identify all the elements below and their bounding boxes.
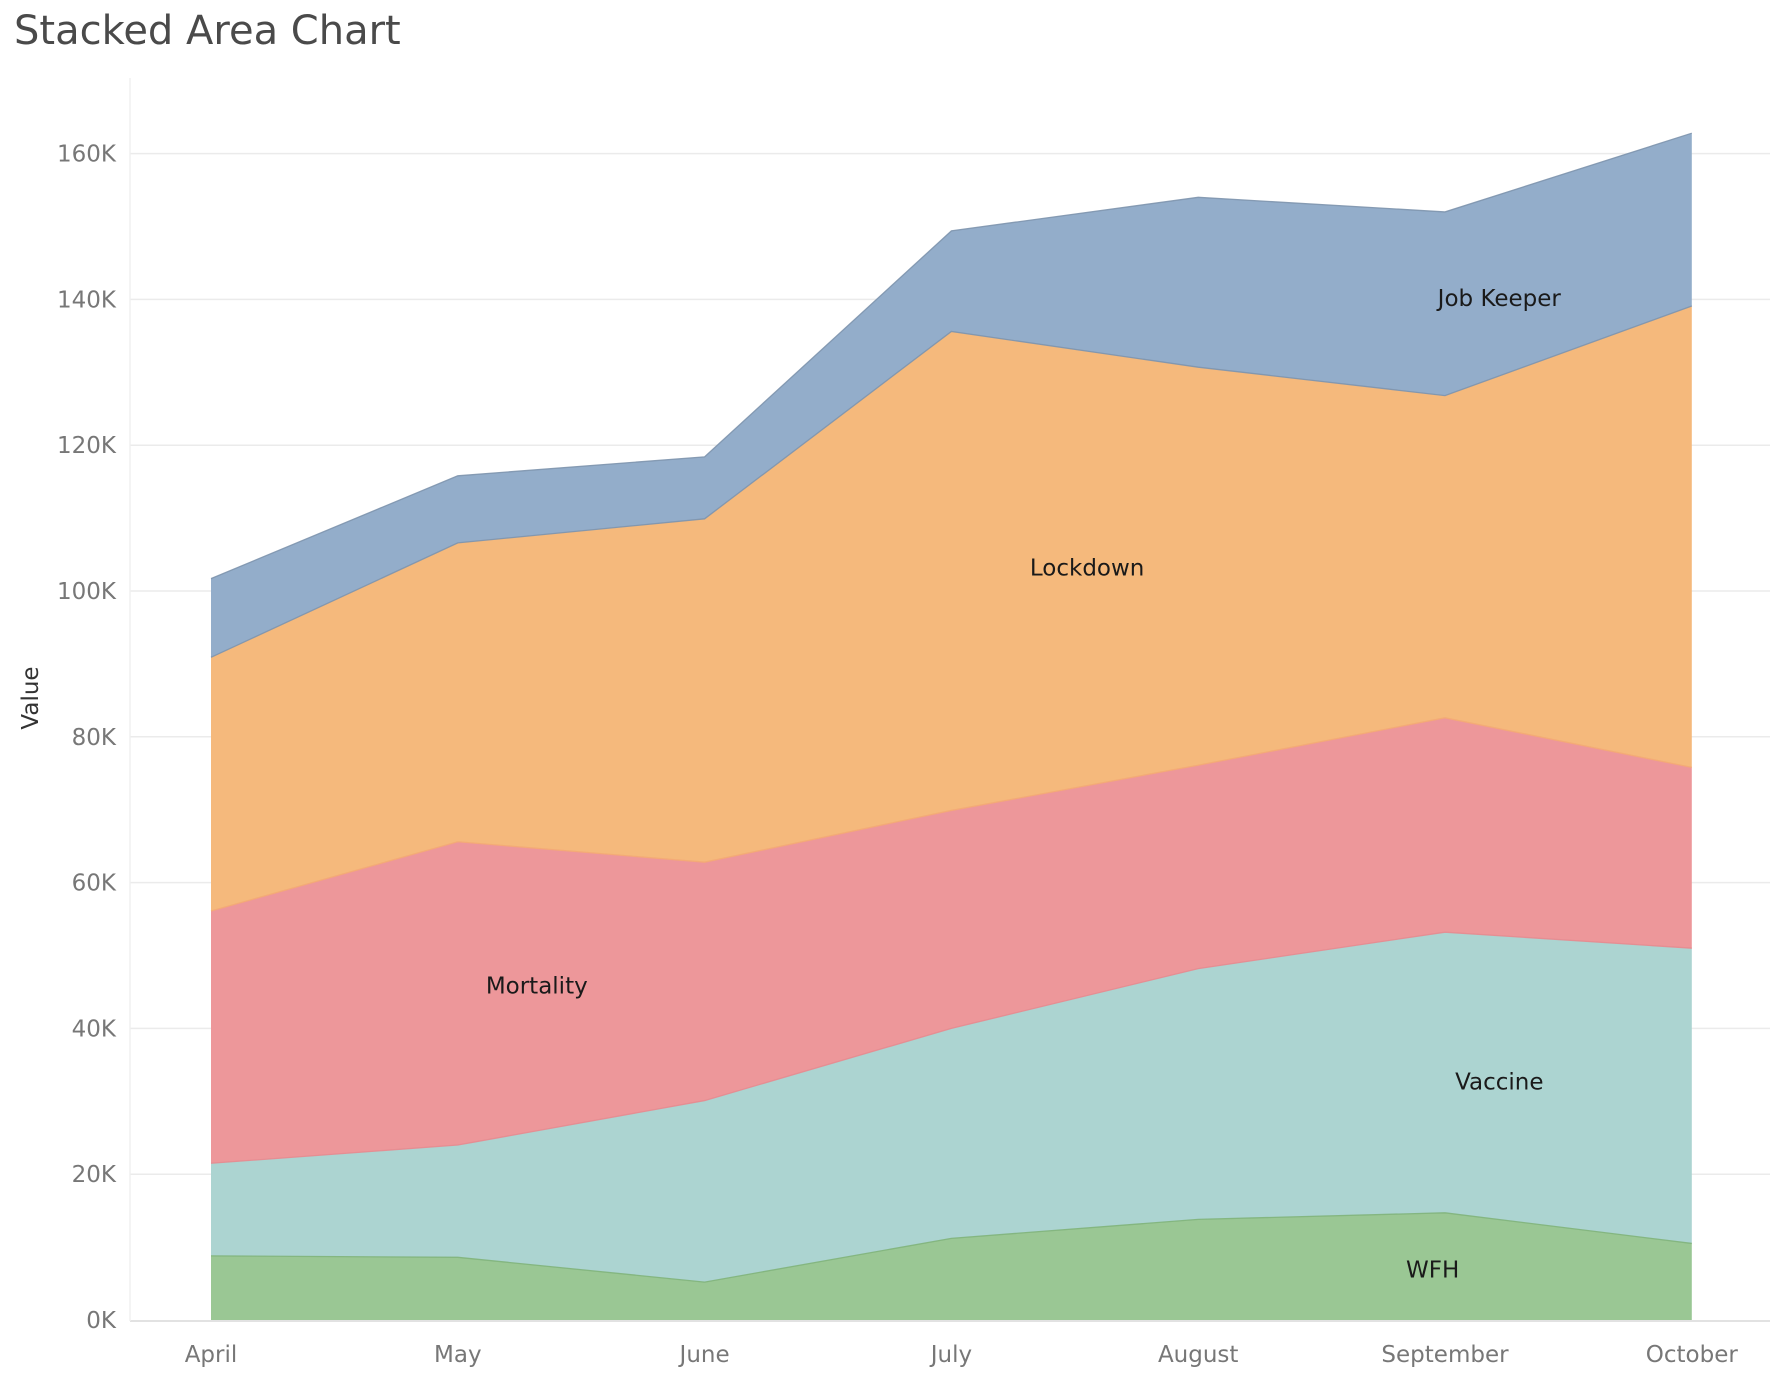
area-series (211, 133, 1692, 1320)
area-mortality (211, 717, 1692, 1164)
series-label-mortality: Mortality (486, 973, 588, 999)
y-axis-title: Value (18, 666, 44, 729)
x-tick-label: September (1381, 1342, 1509, 1368)
line-vaccine (210, 931, 1692, 1164)
series-label-wfh: WFH (1406, 1258, 1459, 1284)
series-label-job-keeper: Job Keeper (1436, 286, 1562, 312)
y-tick-label: 120K (57, 433, 117, 459)
area-vaccine (211, 932, 1692, 1283)
series-label-lockdown: Lockdown (1030, 556, 1145, 582)
y-tick-label: 160K (57, 142, 117, 168)
y-tick-label: 20K (72, 1162, 117, 1188)
series-outlines (210, 132, 1693, 1283)
axes: 0K 20K 40K 60K 80K 100K 120K 140K 160K April May Ju… (18, 78, 1770, 1368)
y-tick-label: 40K (72, 1016, 117, 1042)
y-tick-label: 0K (86, 1308, 117, 1334)
x-tick-label: August (1158, 1342, 1239, 1368)
y-tick-label: 80K (72, 725, 117, 751)
y-tick-label: 140K (57, 287, 117, 313)
area-job-keeper (211, 133, 1692, 658)
x-tick-label: April (185, 1342, 238, 1368)
line-wfh (210, 1212, 1692, 1283)
area-wfh (211, 1212, 1692, 1320)
line-job-keeper (210, 132, 1692, 580)
area-lockdown (211, 305, 1692, 912)
series-label-vaccine: Vaccine (1455, 1070, 1543, 1096)
x-tick-label: July (929, 1342, 972, 1368)
x-tick-label: October (1646, 1342, 1739, 1368)
line-mortality (210, 717, 1692, 912)
y-tick-label: 100K (57, 579, 117, 605)
chart-title: Stacked Area Chart (14, 8, 401, 54)
series-labels: Job Keeper Lockdown Mortality Vaccine WFH (486, 286, 1562, 1284)
line-lockdown (210, 305, 1693, 658)
x-tick-label: May (434, 1342, 482, 1368)
y-tick-label: 60K (72, 871, 117, 897)
x-tick-label: June (678, 1342, 730, 1368)
